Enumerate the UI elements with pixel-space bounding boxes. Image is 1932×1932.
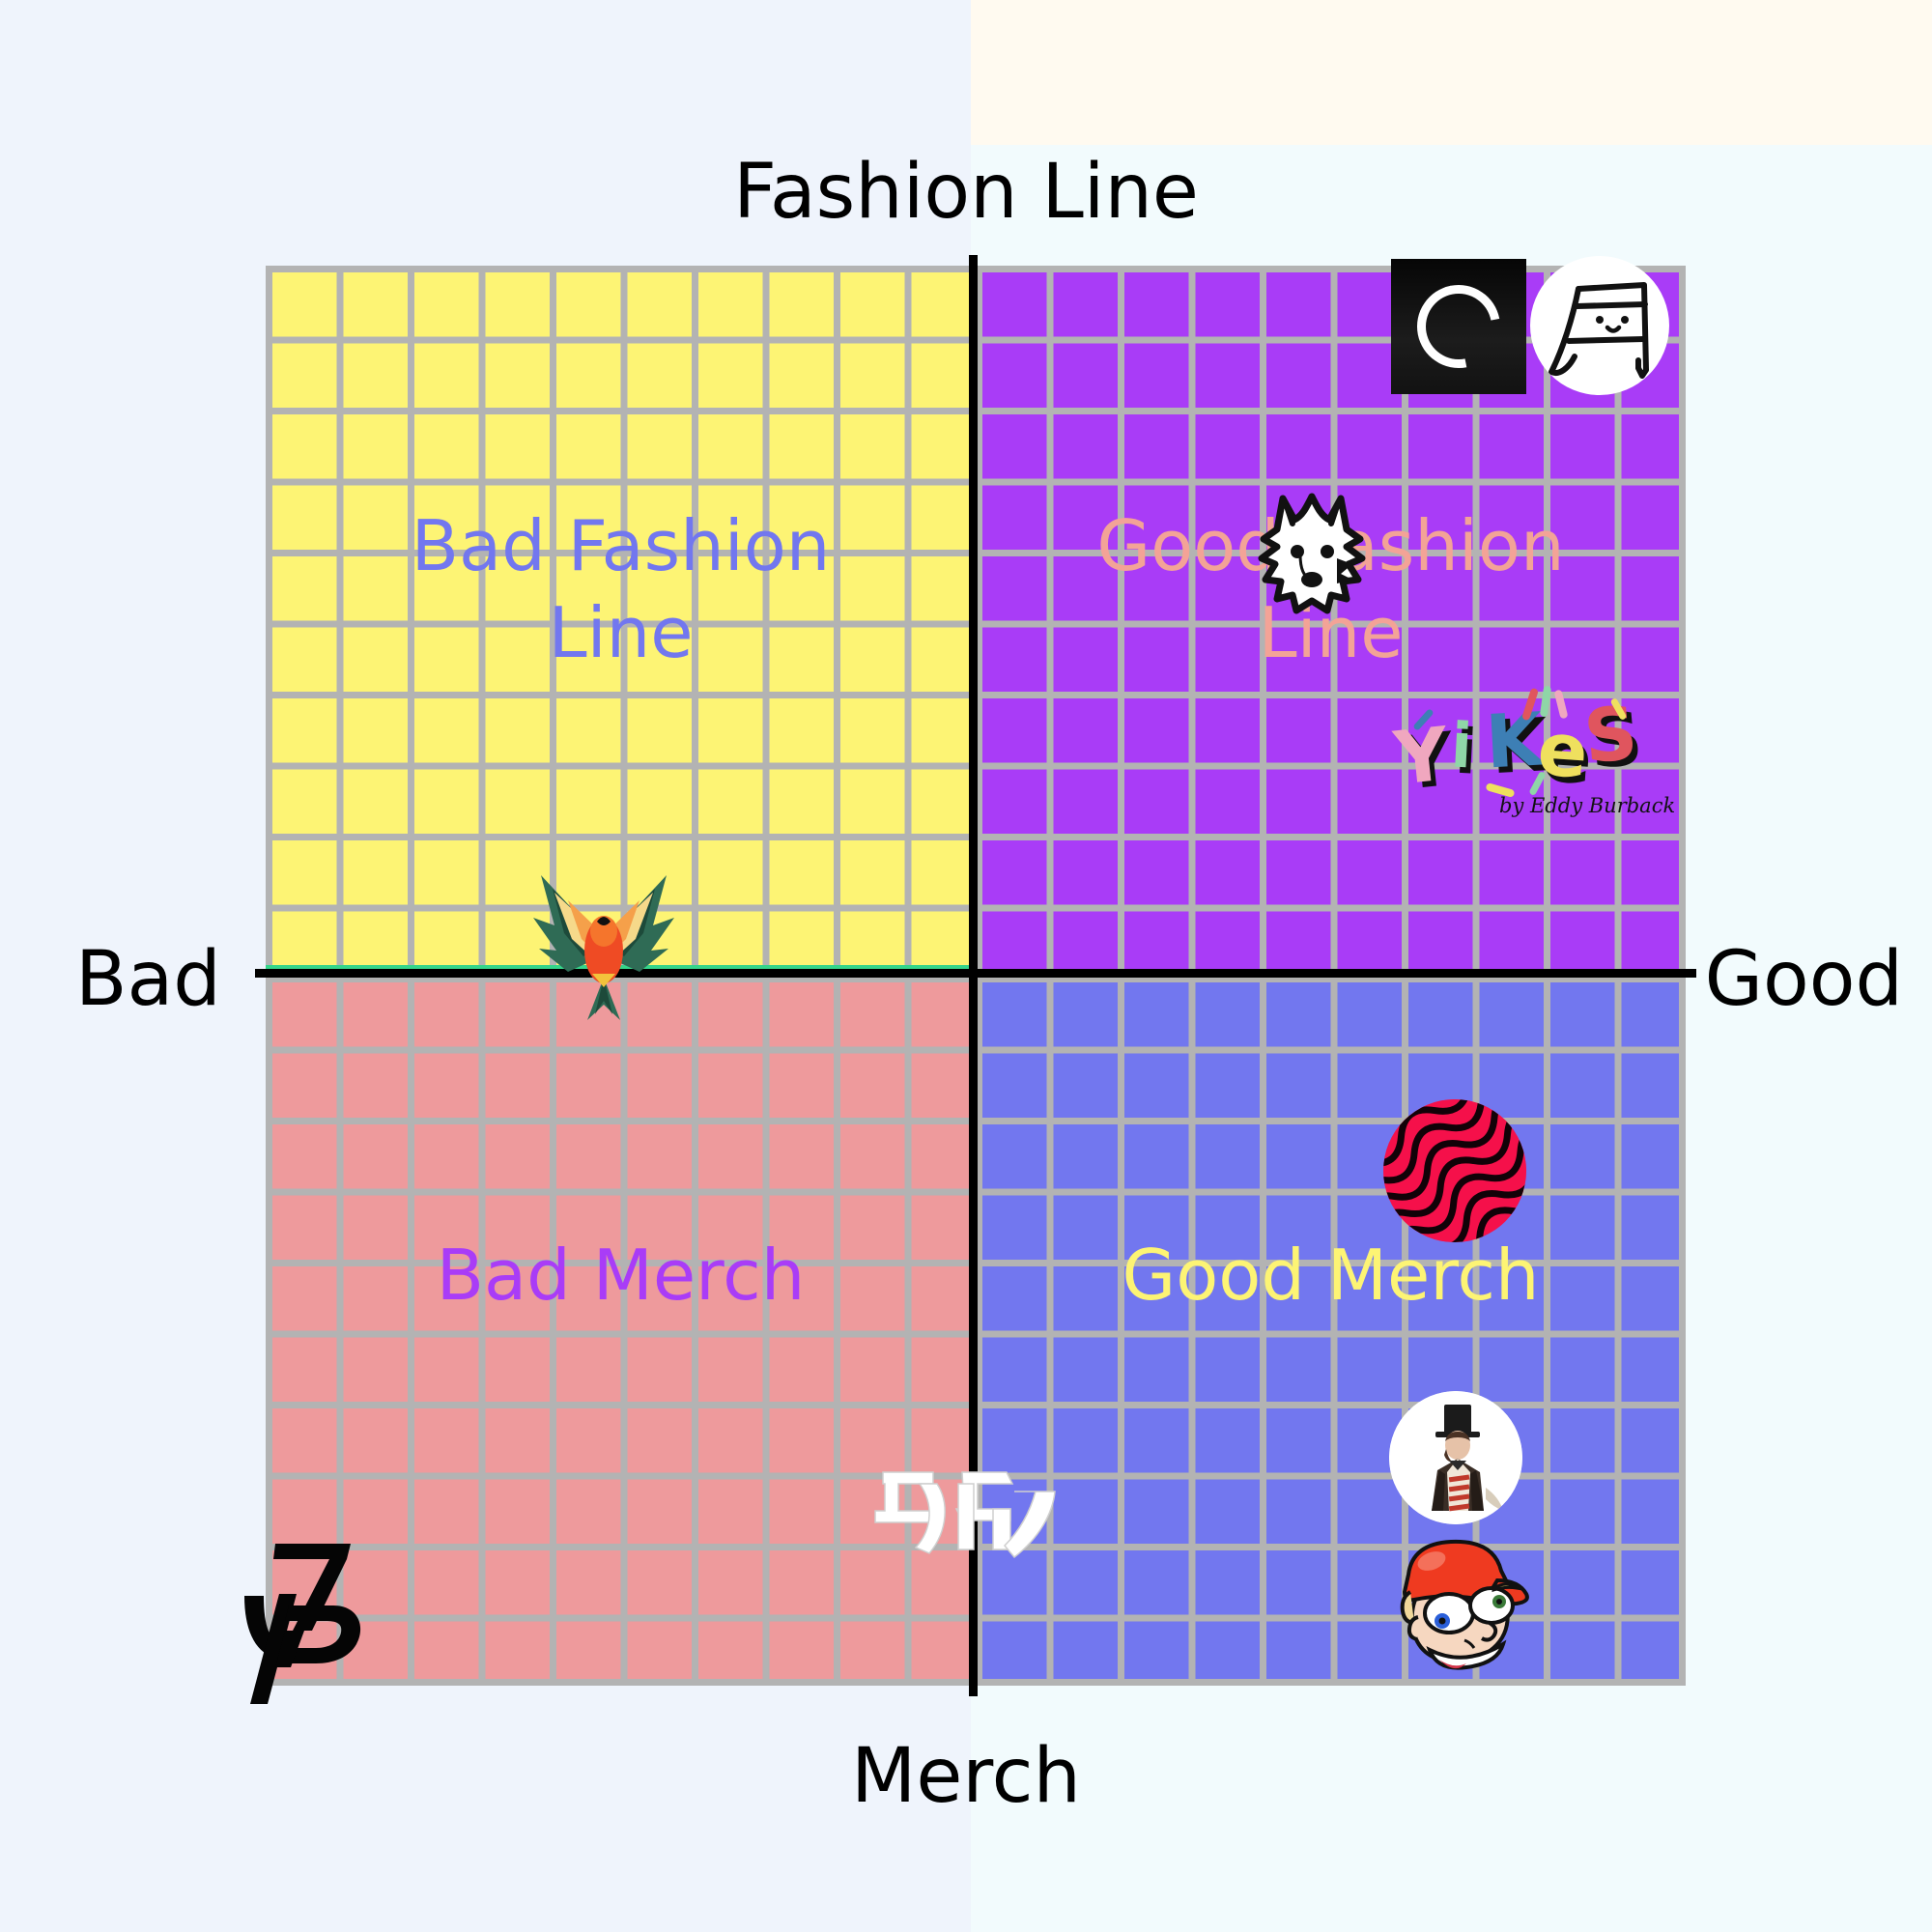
wave-pattern-glyph bbox=[1383, 1099, 1526, 1242]
yikes-byline: by Eddy Burback bbox=[1499, 794, 1676, 817]
black-ring-logo-icon bbox=[1391, 259, 1526, 394]
victorian-gentleman-glyph bbox=[1389, 1391, 1522, 1524]
quadrant-good-merch bbox=[976, 976, 1686, 1686]
parrot-glyph bbox=[533, 875, 674, 1020]
yp-monogram-icon bbox=[237, 1534, 382, 1708]
yikes-logo-icon: Y i K e S by Eddy Burback bbox=[1390, 685, 1675, 821]
red-cap-face-glyph bbox=[1400, 1539, 1529, 1670]
horizontal-axis bbox=[255, 969, 1696, 978]
red-wave-circle-icon bbox=[1383, 1099, 1526, 1242]
jack-wordmark-icon bbox=[869, 1466, 1063, 1573]
axis-label-right: Good bbox=[1704, 936, 1903, 1023]
background-cream-block bbox=[971, 0, 1932, 145]
maverick-parrot-icon bbox=[512, 850, 696, 1034]
axis-label-left: Bad bbox=[75, 936, 221, 1023]
wolf-head-glyph bbox=[1258, 493, 1366, 614]
background-lower-left-block bbox=[0, 1700, 971, 1932]
yikes-letter-i: i bbox=[1449, 710, 1474, 783]
jack-glyph bbox=[874, 1471, 1056, 1559]
red-cap-face-icon bbox=[1376, 1524, 1536, 1685]
doodle-avatar-glyph bbox=[1548, 282, 1649, 379]
axis-label-top: Fashion Line bbox=[733, 149, 1199, 236]
white-wolf-head-icon bbox=[1244, 491, 1379, 626]
axis-label-bottom: Merch bbox=[851, 1733, 1081, 1820]
ring-shape bbox=[1401, 269, 1517, 384]
yp-glyph bbox=[244, 1544, 361, 1704]
victorian-avatar-icon bbox=[1389, 1391, 1522, 1524]
doodle-avatar-icon bbox=[1530, 256, 1669, 395]
